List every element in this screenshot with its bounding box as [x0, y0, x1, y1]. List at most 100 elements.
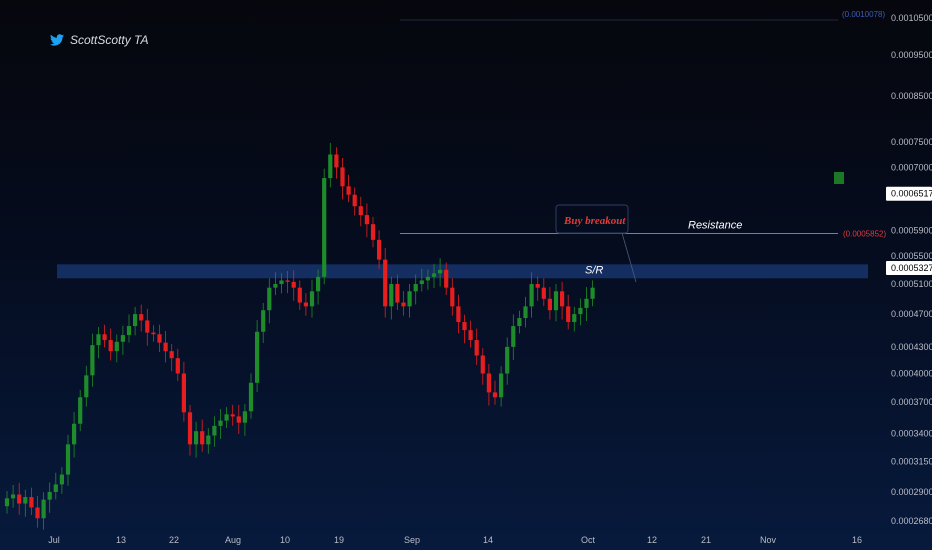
x-tick-label: 16: [852, 535, 862, 545]
x-tick-label: 21: [701, 535, 711, 545]
candle-body: [163, 342, 168, 352]
candle-body: [584, 298, 589, 308]
buy-breakout-box: [555, 204, 629, 234]
candle-body: [572, 314, 577, 323]
candle-body: [450, 287, 455, 307]
candle-body: [419, 280, 424, 285]
candle-body: [468, 330, 473, 341]
candle-body: [133, 314, 138, 327]
candle-body: [401, 302, 406, 307]
x-tick-label: Aug: [225, 535, 241, 545]
candle-body: [200, 431, 205, 445]
candle-body: [529, 284, 534, 307]
candle-body: [285, 280, 290, 282]
candle-body: [151, 332, 156, 335]
buy-breakout-label: Buy breakout: [563, 215, 626, 227]
candle-body: [413, 284, 418, 292]
candle-body: [236, 416, 241, 423]
candle-body: [438, 269, 443, 274]
x-tick-label: Oct: [581, 535, 596, 545]
candle-body: [29, 497, 34, 508]
candle-body: [90, 345, 95, 376]
candle-body: [364, 215, 369, 225]
candle-body: [505, 346, 510, 374]
candle-body: [511, 326, 516, 347]
candle-body: [145, 320, 150, 333]
sr-label: S/R: [585, 264, 603, 276]
y-tick-label: 0.0003400: [891, 428, 932, 438]
candle-body: [303, 302, 308, 307]
candle-body: [346, 186, 351, 195]
candle-body: [169, 351, 174, 359]
candle-body: [248, 382, 254, 412]
candle-body: [590, 287, 595, 299]
candle-body: [309, 291, 315, 307]
candle-body: [352, 194, 357, 207]
candle-body: [535, 284, 540, 288]
x-tick-label: Jul: [48, 535, 60, 545]
candle-body: [474, 340, 479, 356]
candle-body: [547, 298, 552, 311]
candle-body: [41, 499, 46, 519]
candle-body: [212, 425, 217, 436]
y-tick-label: 0.0003700: [891, 397, 932, 407]
x-tick-label: 13: [116, 535, 126, 545]
candle-body: [114, 341, 119, 352]
candle-body: [541, 287, 546, 299]
candle-body: [218, 420, 223, 426]
candle-body: [340, 167, 345, 187]
candle-body: [334, 154, 339, 168]
candle-body: [181, 373, 186, 413]
candle-body: [486, 373, 491, 393]
candle-body: [230, 414, 235, 417]
brand-name: ScottScotty TA: [70, 33, 149, 47]
current-price-tag[interactable]: 0.0006517: [886, 186, 932, 201]
candle-body: [72, 423, 77, 445]
candle-body: [480, 355, 485, 374]
x-tick-label: Sep: [404, 535, 420, 545]
candle-body: [261, 310, 266, 332]
y-tick-label: 0.0007000: [891, 162, 932, 172]
y-tick-label: 0.0004700: [891, 309, 932, 319]
candle-body: [108, 340, 113, 352]
y-tick-label: 0.0008500: [891, 91, 932, 101]
y-tick-label: 0.0009500: [891, 50, 932, 60]
x-tick-label: Nov: [760, 535, 777, 545]
x-tick-label: 22: [169, 535, 179, 545]
candle-body: [59, 474, 64, 485]
candle-body: [377, 239, 382, 260]
candle-body: [84, 375, 89, 398]
candle-body: [517, 318, 522, 327]
candle-body: [120, 335, 125, 342]
zone-price-tag-text: 0.0005327: [891, 263, 932, 273]
candle-body: [194, 431, 199, 445]
y-tick-label: 0.0004000: [891, 369, 932, 379]
candle-body: [462, 322, 467, 331]
candle-body: [431, 273, 437, 277]
candle-body: [224, 414, 229, 421]
candle-body: [407, 291, 412, 307]
y-tick-label: 0.0005500: [891, 251, 932, 261]
candle-body: [139, 314, 144, 321]
candle-body: [358, 206, 363, 216]
y-tick-label: 0.0005900: [891, 225, 932, 235]
candle-body: [267, 287, 272, 311]
candle-body: [279, 280, 284, 285]
candle-body: [126, 326, 132, 336]
x-tick-label: 19: [334, 535, 344, 545]
candle-body: [560, 291, 565, 307]
candle-body: [523, 306, 528, 319]
top-price-label: (0.0010078): [842, 10, 885, 19]
zone-price-tag[interactable]: 0.0005327: [886, 260, 932, 275]
candle-body: [206, 435, 211, 445]
candle-body: [157, 334, 162, 343]
y-tick-label: 0.0003150: [891, 456, 932, 466]
candle-body: [389, 284, 394, 307]
candle-body: [47, 491, 52, 500]
candle-body: [425, 276, 430, 281]
candle-body: [370, 224, 376, 240]
candle-body: [65, 444, 71, 475]
candle-body: [566, 306, 571, 323]
